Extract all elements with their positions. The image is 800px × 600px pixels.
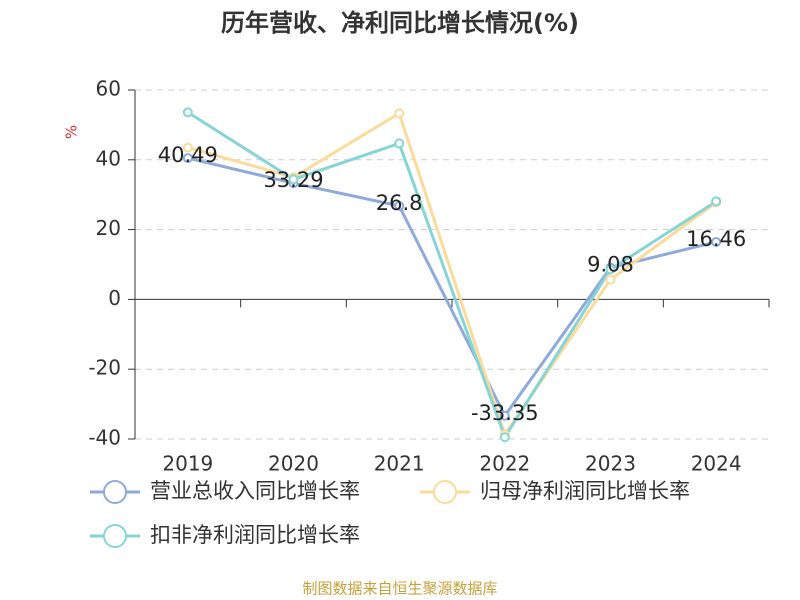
data-label: 33.29 (263, 168, 323, 192)
x-tick-label: 2021 (374, 452, 425, 476)
data-label: 40.49 (158, 143, 218, 167)
series-line (187, 111, 717, 441)
legend-label: 营业总收入同比增长率 (150, 479, 360, 503)
series-line (187, 156, 717, 419)
data-label: 26.8 (376, 191, 423, 215)
data-point (182, 153, 193, 164)
data-label: 16.46 (686, 227, 746, 251)
legend-marker (103, 524, 127, 548)
x-tick-label: 2019 (162, 452, 213, 476)
data-point (182, 107, 193, 118)
y-tick-label: -40 (88, 426, 121, 450)
data-point (605, 264, 616, 275)
x-tick-label: 2020 (268, 452, 319, 476)
data-point (394, 108, 405, 119)
data-point (711, 236, 722, 247)
x-tick-label: 2022 (479, 452, 530, 476)
y-tick-label: 60 (96, 77, 121, 101)
y-tick-label: 0 (108, 286, 121, 310)
data-point (499, 410, 510, 421)
data-label: -33.35 (471, 401, 539, 425)
y-tick-label: -20 (88, 356, 121, 380)
data-point (711, 196, 722, 207)
x-tick-label: 2024 (691, 452, 742, 476)
x-tick-label: 2023 (585, 452, 636, 476)
legend-label: 归母净利润同比增长率 (480, 479, 690, 503)
legend-marker (103, 480, 127, 504)
y-axis-label: % (63, 125, 81, 139)
data-point (605, 274, 616, 285)
legend-marker (433, 480, 457, 504)
data-point (288, 174, 299, 185)
chart-title: 历年营收、净利同比增长情况(%) (221, 9, 579, 37)
data-label: 9.08 (587, 253, 634, 277)
y-tick-label: 20 (96, 216, 121, 240)
legend-label: 扣非净利润同比增长率 (150, 523, 360, 547)
data-point (394, 138, 405, 149)
series-line (187, 111, 718, 438)
data-point (182, 142, 193, 153)
data-point (499, 432, 510, 443)
data-point (394, 200, 405, 211)
y-tick-label: 40 (96, 146, 121, 170)
source-note: 制图数据来自恒生聚源数据库 (302, 580, 497, 598)
